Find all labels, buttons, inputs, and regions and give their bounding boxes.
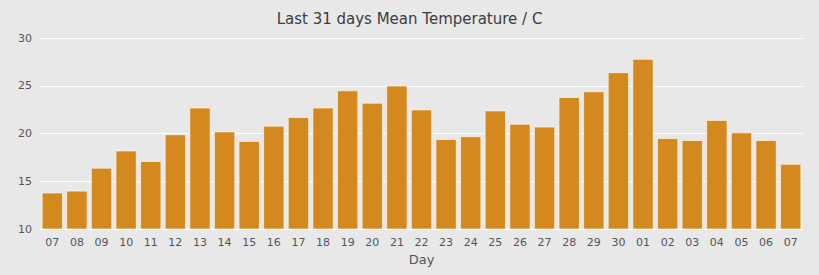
- svg-text:24: 24: [464, 236, 478, 249]
- svg-text:15: 15: [18, 175, 32, 188]
- svg-text:04: 04: [710, 236, 724, 249]
- svg-text:12: 12: [168, 236, 182, 249]
- svg-text:13: 13: [193, 236, 207, 249]
- svg-text:10: 10: [119, 236, 133, 249]
- svg-text:06: 06: [759, 236, 773, 249]
- svg-text:30: 30: [611, 236, 625, 249]
- svg-text:25: 25: [488, 236, 502, 249]
- svg-text:Day: Day: [409, 252, 435, 267]
- svg-text:08: 08: [70, 236, 84, 249]
- svg-text:23: 23: [439, 236, 453, 249]
- svg-text:11: 11: [144, 236, 158, 249]
- svg-text:25: 25: [18, 79, 32, 92]
- svg-text:20: 20: [365, 236, 379, 249]
- svg-text:29: 29: [587, 236, 601, 249]
- svg-text:19: 19: [341, 236, 355, 249]
- svg-text:07: 07: [784, 236, 798, 249]
- svg-text:09: 09: [95, 236, 109, 249]
- svg-text:18: 18: [316, 236, 330, 249]
- svg-text:22: 22: [415, 236, 429, 249]
- svg-text:14: 14: [218, 236, 232, 249]
- svg-text:02: 02: [661, 236, 675, 249]
- svg-text:28: 28: [562, 236, 576, 249]
- svg-text:17: 17: [291, 236, 305, 249]
- svg-text:15: 15: [242, 236, 256, 249]
- svg-text:16: 16: [267, 236, 281, 249]
- svg-text:01: 01: [636, 236, 650, 249]
- svg-text:20: 20: [18, 127, 32, 140]
- svg-text:21: 21: [390, 236, 404, 249]
- svg-text:Last 31 days Mean Temperature: Last 31 days Mean Temperature / C: [277, 10, 543, 28]
- svg-text:26: 26: [513, 236, 527, 249]
- svg-text:10: 10: [18, 223, 32, 236]
- svg-text:07: 07: [45, 236, 59, 249]
- svg-text:03: 03: [685, 236, 699, 249]
- svg-text:05: 05: [734, 236, 748, 249]
- svg-text:27: 27: [538, 236, 552, 249]
- svg-text:30: 30: [18, 32, 32, 45]
